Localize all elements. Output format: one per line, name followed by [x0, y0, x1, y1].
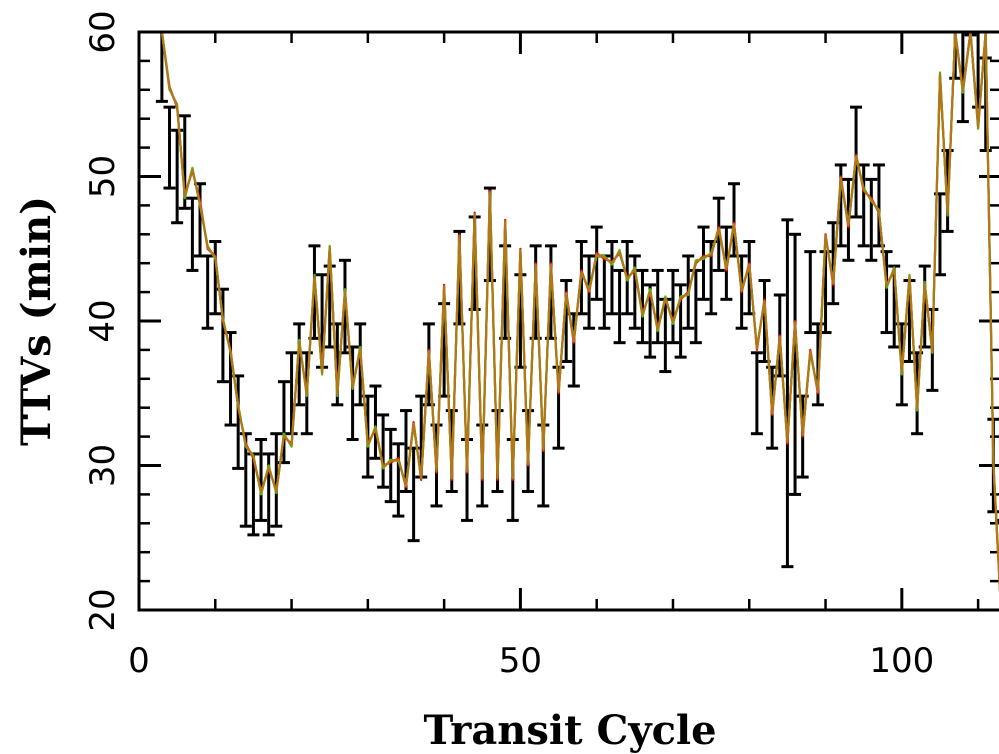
x-tick-labels: 0 50 100 [128, 641, 934, 681]
model-series-line-1 [160, 32, 999, 593]
y-tick-label: 30 [83, 444, 123, 487]
error-bar [956, 32, 969, 124]
error-bar [277, 380, 290, 465]
y-tick-label: 40 [83, 299, 123, 342]
error-bar [781, 218, 794, 569]
x-tick-label: 50 [499, 641, 542, 681]
error-bar [750, 351, 763, 436]
error-bar [247, 452, 260, 537]
error-bar [964, 32, 977, 37]
y-tick-label: 60 [83, 10, 123, 53]
error-bar [239, 432, 252, 528]
error-bar [789, 232, 802, 496]
y-tick-label: 20 [83, 588, 123, 631]
error-bar [377, 413, 390, 489]
error-bar [613, 268, 626, 345]
x-tick-label: 100 [869, 641, 934, 681]
error-bar [636, 268, 649, 345]
error-bar [666, 268, 679, 345]
error-bar [384, 427, 397, 504]
error-bar [194, 182, 207, 258]
error-bar [598, 254, 611, 330]
error-bar [270, 432, 283, 528]
error-bar [865, 177, 878, 262]
error-bar [209, 240, 222, 316]
error-bar [201, 254, 214, 330]
y-tick-labels: 20 30 40 50 60 [83, 10, 123, 631]
error-bar [972, 32, 985, 109]
model-series-line-2 [160, 32, 999, 591]
plot-frame [137, 30, 999, 612]
error-bar [697, 225, 710, 301]
x-tick-label: 0 [128, 641, 150, 681]
error-bar [255, 437, 268, 522]
y-tick-label: 50 [83, 155, 123, 198]
error-bar [949, 32, 962, 80]
error-bar [804, 250, 817, 335]
error-bar [880, 250, 893, 335]
y-axis-title: TTVs (min) [13, 196, 60, 446]
error-bar [567, 312, 580, 388]
model-lines [160, 32, 999, 593]
error-bar [186, 196, 199, 272]
error-bar [605, 240, 618, 316]
model-series-line-3 [160, 32, 999, 592]
error-bar [857, 163, 870, 248]
error-bar [369, 384, 382, 460]
error-bar [689, 268, 702, 345]
error-bar [163, 105, 176, 190]
error-bar [171, 128, 184, 225]
minor-ticks [139, 32, 999, 610]
plot-area [155, 32, 999, 593]
x-axis-title: Transit Cycle [423, 707, 716, 754]
error-bar [392, 442, 405, 518]
error-bar [590, 225, 603, 301]
